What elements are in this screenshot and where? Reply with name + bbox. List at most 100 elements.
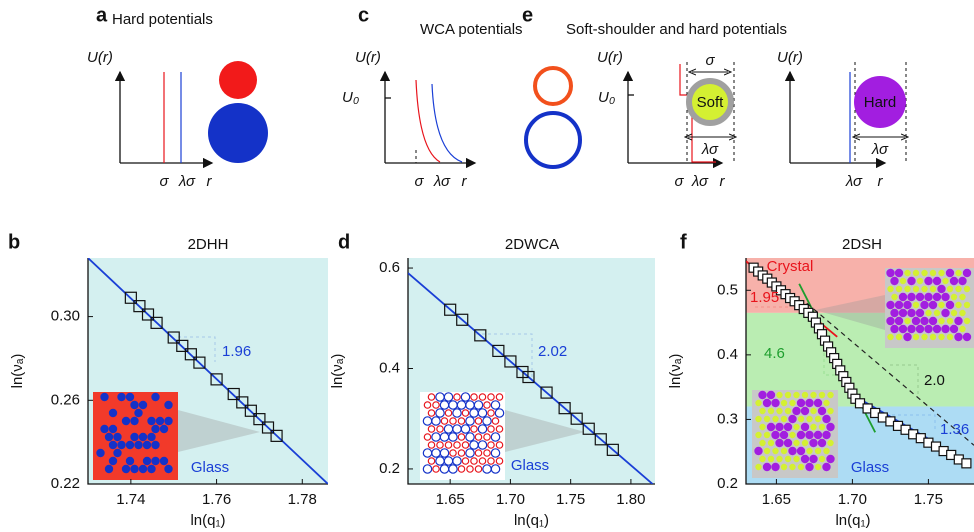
- inset-particle: [907, 309, 915, 317]
- inset-particle: [891, 294, 897, 300]
- inset-particle: [913, 286, 919, 292]
- inset-particle: [810, 424, 816, 430]
- inset-particle: [109, 457, 117, 465]
- inset-particle: [754, 447, 762, 455]
- inset-particle: [793, 392, 799, 398]
- particle: [219, 61, 257, 99]
- inset-particle: [826, 423, 834, 431]
- inset-particle: [827, 408, 833, 414]
- inset-particle: [907, 325, 915, 333]
- x-label: r: [720, 173, 726, 190]
- inset-particle: [818, 439, 826, 447]
- inset-particle: [785, 392, 791, 398]
- inset-particle: [147, 433, 155, 441]
- inset-particle: [887, 286, 893, 292]
- inset-particle: [123, 450, 129, 456]
- inset-particle: [97, 418, 103, 424]
- inset-particle: [147, 465, 155, 473]
- inset-particle: [101, 410, 107, 416]
- x-tick-label: 1.70: [496, 491, 525, 508]
- inset-particle: [127, 410, 133, 416]
- inset-particle: [792, 407, 800, 415]
- inset-particle: [899, 309, 907, 317]
- inset-particle: [896, 334, 902, 340]
- inset-particle: [109, 441, 117, 449]
- inset-particle: [805, 431, 813, 439]
- inset-particle: [135, 426, 141, 432]
- inset-particle: [106, 418, 112, 424]
- inset-particle: [144, 410, 150, 416]
- x-tick-label: 1.78: [288, 491, 317, 508]
- inset-particle: [823, 400, 829, 406]
- x-tick-label: 1.76: [202, 491, 231, 508]
- inset-particle: [946, 301, 954, 309]
- inset-particle: [768, 408, 774, 414]
- inset-particle: [161, 394, 167, 400]
- inset-particle: [764, 432, 770, 438]
- x-label: λσ: [178, 173, 196, 190]
- inset-particle: [900, 278, 906, 284]
- inset-particle: [917, 278, 923, 284]
- inset-particle: [826, 455, 834, 463]
- inset-particle: [798, 416, 804, 422]
- inset-particle: [135, 458, 141, 464]
- inset-particle: [793, 440, 799, 446]
- inset-particle: [118, 426, 124, 432]
- inset-particle: [802, 440, 808, 446]
- inset-particle: [814, 431, 822, 439]
- inset-particle: [109, 425, 117, 433]
- inset-particle: [822, 463, 830, 471]
- inset-particle: [151, 393, 159, 401]
- inset-particle: [127, 426, 133, 432]
- panel-label: a: [96, 4, 108, 26]
- inset-particle: [143, 457, 151, 465]
- particle: [208, 103, 268, 163]
- inset-particle: [97, 434, 103, 440]
- inset-particle: [798, 464, 804, 470]
- inset-particle: [806, 416, 812, 422]
- inset-particle: [781, 448, 787, 454]
- inset-particle: [164, 417, 172, 425]
- chart-title: 2DHH: [188, 236, 229, 253]
- inset-particle: [930, 270, 936, 276]
- inset-particle: [904, 318, 910, 324]
- inset-particle: [921, 270, 927, 276]
- inset-particle: [161, 442, 167, 448]
- inset-particle: [789, 464, 795, 470]
- inset-particle: [780, 431, 788, 439]
- inset-particle: [164, 401, 172, 409]
- inset-particle: [106, 450, 112, 456]
- inset-particle: [896, 286, 902, 292]
- inset-particle: [157, 466, 163, 472]
- inset-particle: [771, 431, 779, 439]
- y-axis-label: ln(νₐ): [667, 354, 684, 389]
- inset-particle: [135, 394, 141, 400]
- particle: [526, 113, 580, 167]
- potential-curve: [432, 84, 462, 162]
- inset-particle: [924, 293, 932, 301]
- inset-particle: [123, 402, 129, 408]
- inset-particle: [169, 394, 175, 400]
- inset-particle: [924, 325, 932, 333]
- inset-particle: [768, 456, 774, 462]
- inset-particle: [815, 416, 821, 422]
- inset-particle: [938, 334, 944, 340]
- inset-particle: [822, 431, 830, 439]
- panel-label: e: [522, 4, 533, 26]
- inset-particle: [964, 286, 970, 292]
- inset-particle: [106, 402, 112, 408]
- inset-particle: [964, 302, 970, 308]
- inset-particle: [793, 456, 799, 462]
- inset-particle: [938, 270, 944, 276]
- inset-particle: [819, 424, 825, 430]
- inset-particle: [101, 458, 107, 464]
- inset-particle: [797, 399, 805, 407]
- inset-particle: [781, 416, 787, 422]
- inset-particle: [895, 301, 903, 309]
- inset-particle: [925, 310, 931, 316]
- inset-particle: [963, 269, 971, 277]
- inset-particle: [913, 334, 919, 340]
- inset-particle: [934, 310, 940, 316]
- inset-particle: [913, 302, 919, 308]
- y-tick-label: 0.30: [51, 308, 80, 325]
